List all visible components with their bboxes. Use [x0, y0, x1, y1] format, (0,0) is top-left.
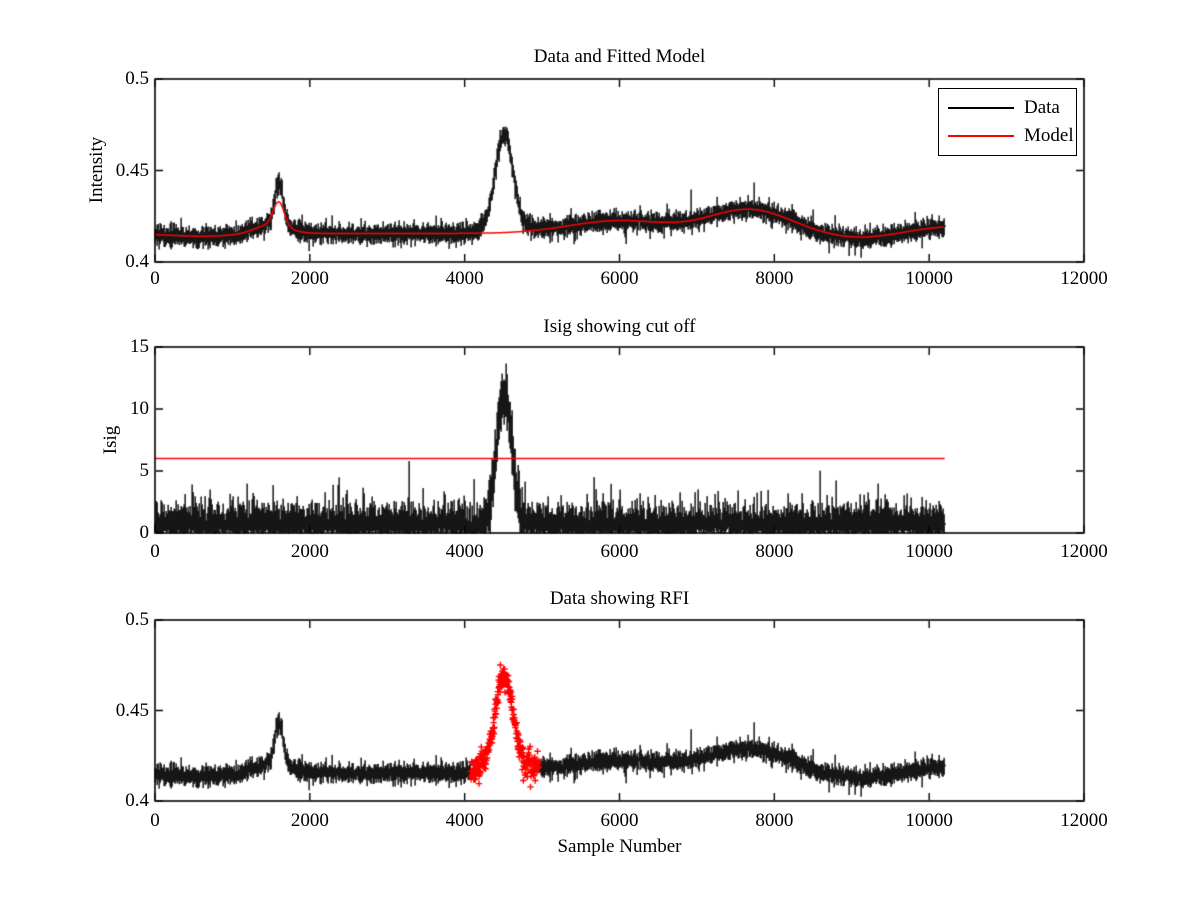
legend[interactable]: Data Model	[938, 88, 1077, 156]
subplot2-xtick-label: 0	[150, 541, 160, 562]
legend-label-model: Model	[1024, 125, 1074, 146]
legend-row-model: Model	[939, 122, 1076, 150]
subplot3-xtick-label: 10000	[905, 810, 953, 831]
subplot3-xtick-label: 8000	[755, 810, 794, 831]
subplot2-ytick-label: 10	[130, 398, 149, 419]
subplot3-title: Data showing RFI	[549, 588, 690, 609]
subplot3-xtick-label: 4000	[445, 810, 484, 831]
subplot3-ytick-label: 0.4	[125, 790, 149, 811]
subplot2-ytick-label: 15	[130, 336, 149, 357]
subplot3-ytick-label: 0.5	[125, 609, 149, 630]
subplot1-ytick-label: 0.4	[125, 251, 149, 272]
subplot2-xtick-label: 6000	[600, 541, 639, 562]
subplot1-title: Data and Fitted Model	[533, 46, 706, 67]
subplot2-ylabel: Isig	[100, 425, 121, 455]
subplot1-xtick-label: 12000	[1060, 268, 1108, 289]
subplot2-title: Isig showing cut off	[543, 316, 696, 337]
legend-line-data	[948, 107, 1014, 109]
subplot1-xtick-label: 10000	[905, 268, 953, 289]
subplot1-xtick-label: 8000	[755, 268, 794, 289]
subplot2-xtick-label: 4000	[445, 541, 484, 562]
subplot1-xtick-label: 2000	[290, 268, 329, 289]
subplot2-xtick-label: 8000	[755, 541, 794, 562]
subplot2-plot-area	[153, 345, 1086, 536]
subplot1-xtick-label: 0	[150, 268, 160, 289]
legend-label-data: Data	[1024, 97, 1060, 118]
subplot3-xtick-label: 2000	[290, 810, 329, 831]
subplot3-xtick-label: 12000	[1060, 810, 1108, 831]
subplot3-xtick-label: 6000	[600, 810, 639, 831]
subplot3-xtick-label: 0	[150, 810, 160, 831]
legend-row-data: Data	[939, 94, 1076, 122]
subplot3-plot-area	[153, 618, 1086, 804]
subplot2-xtick-label: 2000	[290, 541, 329, 562]
subplot3-ytick-label: 0.45	[115, 699, 149, 721]
subplot2-xtick-label: 12000	[1060, 541, 1108, 562]
subplot2-xtick-label: 10000	[905, 541, 953, 562]
subplot2-ytick-label: 5	[139, 460, 150, 481]
subplot1-xtick-label: 4000	[445, 268, 484, 289]
xaxis-label: Sample Number	[557, 836, 682, 857]
subplot1-ytick-label: 0.5	[125, 68, 149, 89]
subplot1-ytick-label: 0.45	[115, 159, 149, 181]
subplot2-ytick-label: 0	[139, 522, 150, 543]
legend-line-model	[948, 135, 1014, 137]
subplot1-xtick-label: 6000	[600, 268, 639, 289]
subplot1-plot-area	[153, 77, 1086, 265]
